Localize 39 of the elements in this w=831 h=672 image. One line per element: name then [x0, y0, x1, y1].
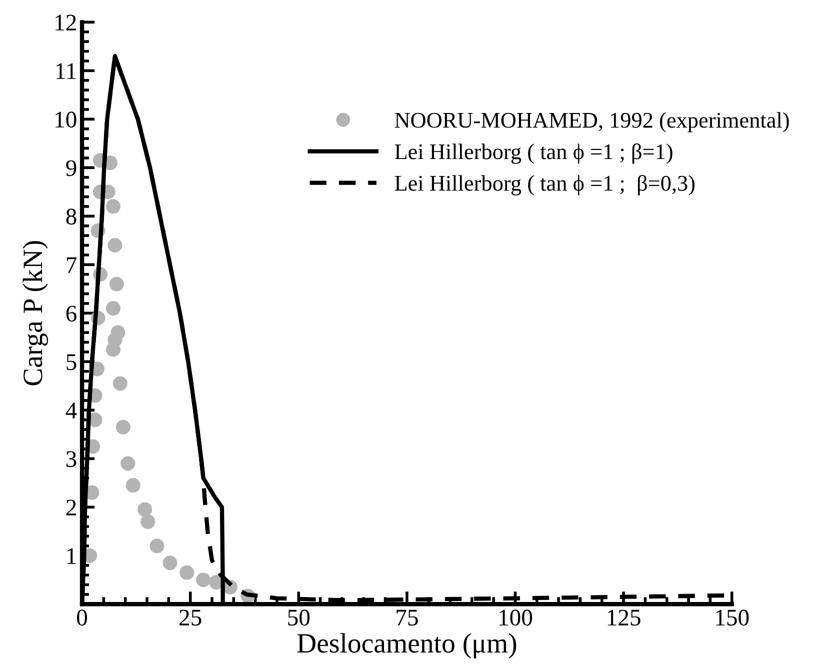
legend-label: Lei Hillerborg ( tan ϕ =1 ; β=1)	[394, 143, 672, 164]
point	[196, 572, 211, 588]
x-tick-label: 100	[500, 610, 532, 626]
point	[138, 502, 152, 517]
y-tick-label: 12	[56, 14, 76, 30]
y-axis-title: Carga P (kN)	[22, 241, 48, 386]
point	[150, 538, 164, 554]
y-tick-label: 1	[67, 548, 76, 564]
point	[106, 199, 120, 214]
point	[162, 556, 178, 570]
legend-label: NOORU-MOHAMED, 1992 (experimental)	[394, 112, 789, 132]
y-tick-label: 4	[66, 402, 77, 418]
y-tick-label: 11	[56, 63, 76, 79]
point	[109, 276, 124, 292]
point	[120, 456, 136, 471]
point	[108, 238, 122, 253]
x-axis-title: Deslocamento (μm)	[297, 633, 516, 658]
y-tick-label: 10	[56, 112, 76, 128]
x-tick-label: 0	[77, 610, 88, 626]
y-tick-label: 9	[66, 160, 76, 176]
x-tick-label: 150	[716, 610, 749, 626]
x-tick-label: 125	[608, 610, 640, 626]
y-tick-label: 2	[66, 500, 76, 516]
point	[116, 420, 130, 434]
legend-label: Lei Hillerborg ( tan ϕ =1 ; β=0,3)	[394, 174, 695, 196]
point	[126, 478, 140, 493]
y-tick-label: 7	[66, 257, 76, 273]
point	[106, 342, 120, 357]
point	[180, 565, 194, 580]
x-tick-label: 75	[396, 610, 418, 626]
x-tick-label: 25	[180, 610, 202, 626]
y-tick-label: 3	[66, 451, 76, 468]
point	[140, 514, 156, 529]
y-tick-label: 5	[66, 354, 76, 370]
y-tick-label: 6	[66, 306, 76, 322]
point	[106, 301, 120, 316]
x-tick-label: 50	[288, 610, 310, 626]
point	[112, 376, 128, 391]
y-tick-label: 8	[66, 208, 76, 225]
